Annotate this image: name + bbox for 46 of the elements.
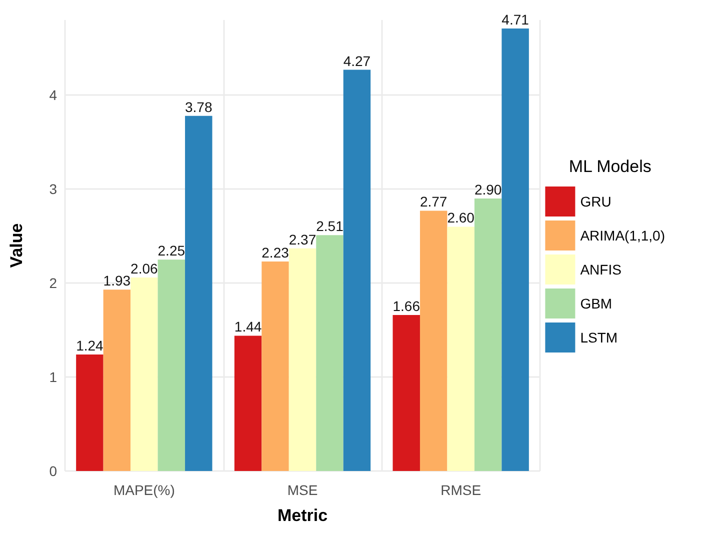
data-label: 2.25 [158, 242, 186, 259]
data-label: 2.51 [316, 218, 344, 234]
data-label: 2.06 [130, 260, 158, 276]
data-label: 3.78 [185, 98, 212, 115]
y-axis-title: Value [7, 223, 26, 268]
y-tick-label: 3 [49, 181, 58, 198]
bar [474, 198, 502, 471]
x-axis-title: Metric [277, 506, 328, 525]
bar [316, 235, 344, 471]
data-label: 4.71 [502, 11, 530, 28]
legend-label: ARIMA(1,1,0) [580, 228, 666, 244]
legend-label: GRU [580, 194, 612, 210]
bar [392, 315, 420, 471]
data-label: 2.60 [447, 210, 475, 226]
y-tick-label: 0 [49, 463, 58, 479]
bar [420, 210, 448, 471]
bar [76, 354, 104, 471]
legend-label: LSTM [580, 330, 618, 346]
y-tick-label: 4 [49, 87, 58, 104]
bar [103, 290, 131, 471]
data-label: 4.27 [343, 52, 371, 69]
bar [502, 28, 529, 471]
bar [262, 261, 289, 471]
data-label: 1.93 [103, 272, 131, 289]
bar [130, 277, 158, 471]
data-label: 2.23 [262, 244, 290, 260]
legend-title: ML Models [568, 157, 652, 176]
data-label: 2.90 [474, 182, 502, 198]
data-label: 1.44 [234, 318, 262, 335]
legend-label: ANFIS [580, 262, 622, 278]
data-label: 1.66 [392, 298, 420, 314]
bar [343, 70, 371, 471]
y-tick-label: 1 [49, 369, 58, 386]
data-label: 2.37 [288, 231, 316, 248]
x-tick-label: MAPE(%) [113, 482, 175, 498]
data-label: 2.77 [420, 194, 448, 210]
bar [185, 116, 212, 471]
x-tick-label: RMSE [440, 482, 482, 498]
bar [234, 336, 262, 471]
data-label: 1.24 [76, 337, 104, 354]
bar [158, 260, 186, 471]
bar [447, 226, 474, 471]
legend-label: GBM [580, 296, 612, 312]
bar [288, 248, 316, 471]
x-tick-label: MSE [287, 482, 318, 498]
y-tick-label: 2 [49, 275, 58, 292]
